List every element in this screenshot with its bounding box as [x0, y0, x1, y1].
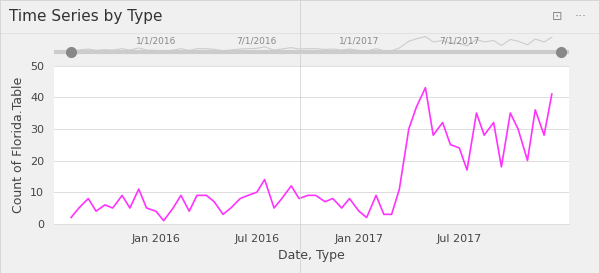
Y-axis label: Count of Florida.Table: Count of Florida.Table [11, 76, 25, 213]
Text: ···: ··· [575, 10, 587, 23]
Text: 1/1/2016: 1/1/2016 [136, 37, 176, 46]
Text: 7/1/2017: 7/1/2017 [439, 37, 479, 46]
Text: Time Series by Type: Time Series by Type [9, 9, 162, 24]
Text: 7/1/2016: 7/1/2016 [237, 37, 277, 46]
Text: ⊡: ⊡ [552, 10, 562, 23]
Text: 1/1/2017: 1/1/2017 [338, 37, 379, 46]
X-axis label: Date, Type: Date, Type [278, 249, 345, 262]
